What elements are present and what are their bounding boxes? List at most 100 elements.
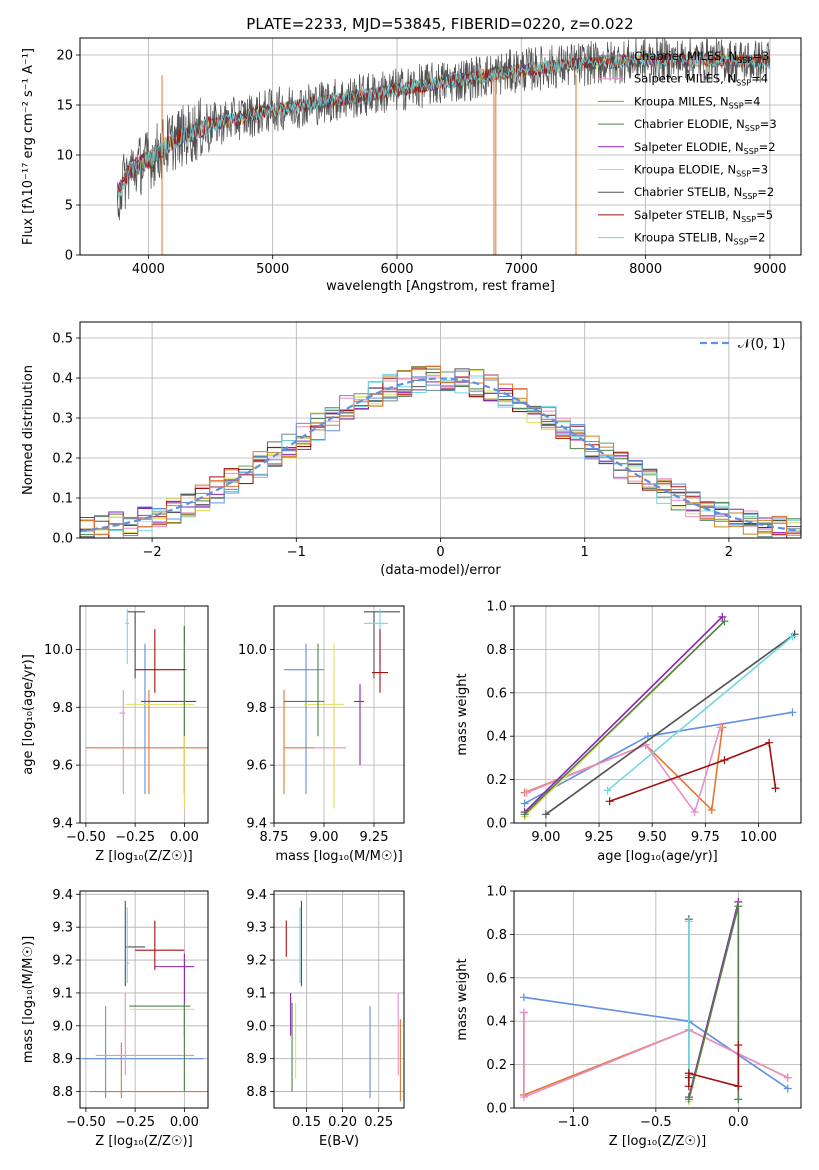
y-tick-label: 0.2: [52, 452, 73, 467]
series-marker: [734, 1095, 743, 1104]
x-tick-label: 9.50: [638, 830, 667, 845]
axes-frame: [79, 37, 802, 256]
plot-area: [85, 608, 208, 809]
legend-normal-label: 𝒩(0, 1): [738, 337, 785, 352]
y-tick-label: 0.6: [486, 971, 507, 986]
x-axis-label: wavelength [Angstrom, rest frame]: [326, 279, 555, 294]
x-tick-label: 4000: [132, 262, 165, 277]
series-marker: [603, 786, 612, 795]
y-tick-label: 9.0: [52, 1019, 73, 1034]
plot-area: [80, 365, 801, 538]
y-tick-label: 9.1: [246, 986, 267, 1001]
y-tick-label: 9.4: [246, 817, 267, 832]
x-tick-label: 0.00: [170, 1115, 199, 1130]
series-marker: [690, 808, 699, 817]
y-tick-label: 0.4: [486, 1015, 507, 1030]
x-tick-label: 9.75: [691, 830, 720, 845]
legend-label: Salpeter MILES, NSSP=4: [634, 72, 768, 88]
y-axis-label: age [log₁₀(age/yr)]: [21, 654, 36, 775]
axes-frame: [513, 890, 802, 1109]
axes-frame: [513, 605, 802, 824]
panel-Z-weight: −1.0 −0.5 0.0 0.0 0.2 0.4 0.6 0.8 1.0 Z [log₁₀(Z/…: [455, 885, 802, 1149]
normal-curve: [80, 377, 801, 533]
y-tick-label: 0.6: [486, 686, 507, 701]
spectrum-line: [116, 38, 771, 221]
series-marker: [783, 1073, 792, 1082]
x-tick-label: 0: [436, 545, 444, 560]
plot-area: [285, 900, 401, 1102]
x-axis-label: age [log₁₀(age/yr)]: [597, 849, 718, 864]
plot-area: [520, 612, 799, 821]
legend-label: Kroupa STELIB, NSSP=2: [634, 231, 765, 247]
series-marker: [522, 788, 531, 797]
series-marker: [720, 756, 729, 765]
y-axis-label: mass [log₁₀(M/M☉)]: [21, 936, 36, 1063]
y-tick-label: 0.5: [52, 332, 73, 347]
x-tick-label: −0.50: [66, 1115, 106, 1130]
y-tick-label: 0: [65, 249, 73, 264]
y-tick-label: 9.2: [246, 954, 267, 969]
series-marker: [771, 784, 780, 793]
plot-area: [81, 900, 208, 1099]
y-tick-label: 8.8: [52, 1085, 73, 1100]
panel-Z-mass: −0.50 −0.25 0.00 8.8 8.9 9.0 9.1 9.2 9.3 9.4 Z [lo…: [21, 888, 209, 1149]
x-tick-label: 1: [581, 545, 589, 560]
legend-value: =4: [751, 72, 768, 86]
series-marker: [519, 993, 528, 1002]
spectrum-line: [116, 52, 771, 192]
x-tick-label: −0.25: [115, 1115, 155, 1130]
series-marker: [684, 1069, 693, 1078]
series-line: [545, 633, 796, 815]
y-tick-label: 0.2: [486, 773, 507, 788]
axes-frame: [273, 890, 405, 1109]
plot-area: [283, 608, 400, 809]
legend-label: Chabrier ELODIE, NSSP=3: [634, 117, 777, 133]
y-tick-label: 9.0: [246, 1019, 267, 1034]
x-tick-label: 0.15: [292, 1115, 321, 1130]
series-marker: [734, 1082, 743, 1091]
series-line: [607, 635, 794, 792]
legend-subscript: SSP: [737, 56, 752, 65]
legend-subscript: SSP: [742, 192, 757, 201]
y-tick-label: 5: [65, 199, 73, 214]
x-tick-label: 7000: [505, 262, 538, 277]
residual-histogram: [80, 369, 801, 538]
series-line: [524, 616, 723, 813]
x-tick-label: 9.00: [531, 830, 560, 845]
legend-label: Chabrier MILES, NSSP=3: [634, 49, 769, 65]
x-tick-label: −0.5: [640, 1115, 672, 1130]
legend-subscript: SSP: [741, 215, 756, 224]
legend-label: Kroupa MILES, NSSP=4: [634, 94, 760, 110]
legend-value: =5: [756, 208, 773, 222]
x-tick-label: 6000: [380, 262, 413, 277]
axes-frame: [79, 321, 802, 539]
y-tick-label: 10: [56, 149, 73, 164]
y-axis-label: mass weight: [455, 673, 470, 755]
y-tick-label: 0.0: [486, 1102, 507, 1117]
x-tick-label: 9.00: [310, 830, 339, 845]
legend-label: Salpeter ELODIE, NSSP=2: [634, 140, 776, 156]
y-tick-label: 10.0: [238, 643, 267, 658]
series-marker: [605, 797, 614, 806]
legend-value: =3: [760, 117, 777, 131]
y-tick-label: 0.2: [486, 1058, 507, 1073]
axes-frame: [79, 605, 209, 824]
x-tick-label: 0.25: [364, 1115, 393, 1130]
series-line: [524, 727, 724, 812]
series-marker: [783, 1084, 792, 1093]
legend-label: Chabrier STELIB, NSSP=2: [634, 185, 774, 201]
y-tick-label: 20: [56, 49, 73, 64]
legend-value: =4: [744, 94, 761, 108]
series-marker: [684, 1095, 693, 1104]
series-marker: [765, 738, 774, 747]
x-axis-label: Z [log₁₀(Z/Z☉)]: [609, 1134, 706, 1149]
series-marker: [720, 617, 729, 626]
legend-subscript: SSP: [744, 147, 759, 156]
legend-subscript: SSP: [745, 124, 760, 133]
series-marker: [716, 723, 725, 732]
y-tick-label: 9.1: [52, 986, 73, 1001]
panel-EBV-mass: 0.15 0.20 0.25 8.8 8.9 9.0 9.1 9.2 9.3 9.4 E(B-V): [246, 888, 405, 1149]
x-tick-label: 9.25: [585, 830, 614, 845]
x-axis-label: E(B-V): [319, 1134, 359, 1149]
x-tick-label: 0.0: [728, 1115, 749, 1130]
